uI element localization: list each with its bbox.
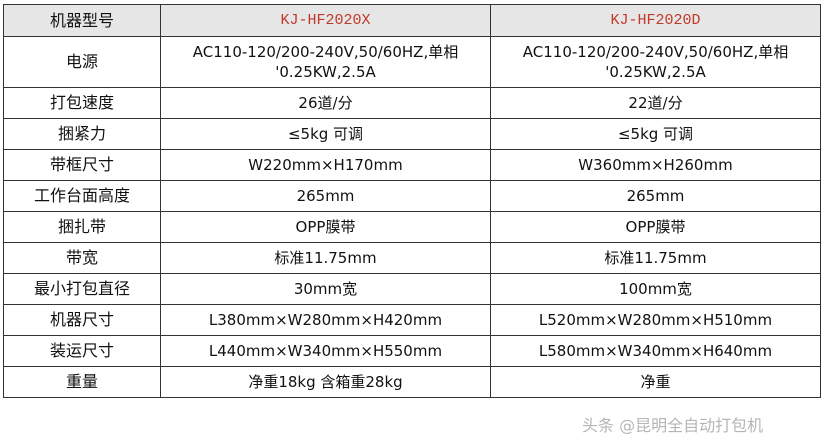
model-d: KJ-HF2020D bbox=[490, 4, 821, 37]
row-value: L580mm×W340mm×H640mm bbox=[490, 335, 821, 367]
spec-table: 机器型号 KJ-HF2020X KJ-HF2020D 电源 AC110-120/2… bbox=[3, 4, 821, 398]
row-value: 标准11.75mm bbox=[490, 242, 821, 274]
row-value: L520mm×W280mm×H510mm bbox=[490, 304, 821, 336]
row-label: 机器尺寸 bbox=[3, 304, 161, 336]
row-label: 捆扎带 bbox=[3, 211, 161, 243]
row-value: L440mm×W340mm×H550mm bbox=[160, 335, 491, 367]
row-label: 最小打包直径 bbox=[3, 273, 161, 305]
row-value: OPP膜带 bbox=[160, 211, 491, 243]
row-value: W220mm×H170mm bbox=[160, 149, 491, 181]
table-row: 打包速度 26道/分 22道/分 bbox=[3, 87, 821, 119]
row-value: W360mm×H260mm bbox=[490, 149, 821, 181]
row-label: 工作台面高度 bbox=[3, 180, 161, 212]
table-row: 最小打包直径 30mm宽 100mm宽 bbox=[3, 273, 821, 305]
row-value: 标准11.75mm bbox=[160, 242, 491, 274]
row-label: 重量 bbox=[3, 366, 161, 398]
table-row: 捆紧力 ≤5kg 可调 ≤5kg 可调 bbox=[3, 118, 821, 150]
header-row: 机器型号 KJ-HF2020X KJ-HF2020D bbox=[3, 4, 821, 37]
row-value: AC110-120/200-240V,50/60HZ,单相 '0.25KW,2.… bbox=[490, 36, 821, 88]
row-value: 265mm bbox=[490, 180, 821, 212]
row-value: OPP膜带 bbox=[490, 211, 821, 243]
row-label: 带宽 bbox=[3, 242, 161, 274]
table-row: 带宽 标准11.75mm 标准11.75mm bbox=[3, 242, 821, 274]
row-label: 打包速度 bbox=[3, 87, 161, 119]
row-value: ≤5kg 可调 bbox=[160, 118, 491, 150]
table-row: 装运尺寸 L440mm×W340mm×H550mm L580mm×W340mm×H6… bbox=[3, 335, 821, 367]
table-row: 电源 AC110-120/200-240V,50/60HZ,单相 '0.25KW,… bbox=[3, 36, 821, 88]
row-label: 带框尺寸 bbox=[3, 149, 161, 181]
row-value: 265mm bbox=[160, 180, 491, 212]
table-row: 重量 净重18kg 含箱重28kg 净重 bbox=[3, 366, 821, 398]
row-value: AC110-120/200-240V,50/60HZ,单相 '0.25KW,2.… bbox=[160, 36, 491, 88]
row-value: 30mm宽 bbox=[160, 273, 491, 305]
watermark: 头条 @昆明全自动打包机 bbox=[582, 416, 764, 435]
row-value: 26道/分 bbox=[160, 87, 491, 119]
table-row: 机器尺寸 L380mm×W280mm×H420mm L520mm×W280mm×H5… bbox=[3, 304, 821, 336]
header-label: 机器型号 bbox=[3, 4, 161, 37]
row-value: L380mm×W280mm×H420mm bbox=[160, 304, 491, 336]
model-x: KJ-HF2020X bbox=[160, 4, 491, 37]
row-label: 装运尺寸 bbox=[3, 335, 161, 367]
row-value: ≤5kg 可调 bbox=[490, 118, 821, 150]
row-value: 22道/分 bbox=[490, 87, 821, 119]
row-label: 捆紧力 bbox=[3, 118, 161, 150]
row-value: 100mm宽 bbox=[490, 273, 821, 305]
row-value: 净重 bbox=[490, 366, 821, 398]
row-label: 电源 bbox=[3, 36, 161, 88]
table-row: 捆扎带 OPP膜带 OPP膜带 bbox=[3, 211, 821, 243]
row-value: 净重18kg 含箱重28kg bbox=[160, 366, 491, 398]
table-row: 工作台面高度 265mm 265mm bbox=[3, 180, 821, 212]
table-row: 带框尺寸 W220mm×H170mm W360mm×H260mm bbox=[3, 149, 821, 181]
